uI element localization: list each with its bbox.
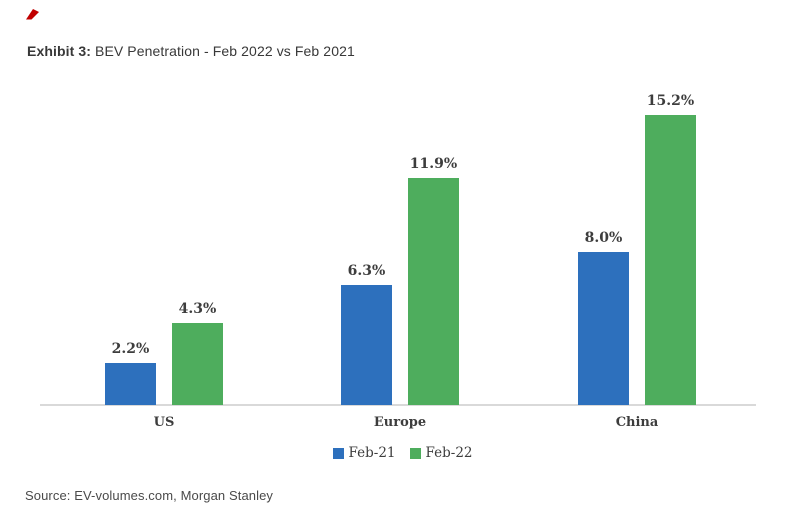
legend: Feb-21 Feb-22 [0, 445, 789, 461]
legend-swatch-feb-21-icon [332, 447, 344, 459]
category-label-europe: Europe [373, 415, 427, 430]
exhibit-label: Exhibit 3: [27, 43, 92, 59]
chart-title: Exhibit 3: BEV Penetration - Feb 2022 vs… [27, 43, 355, 59]
bar-value-label-feb-22-europe: 11.9% [409, 156, 458, 172]
bar-value-label-feb-22-china: 15.2% [646, 93, 695, 109]
bar-feb-21-china [578, 252, 629, 405]
legend-item-feb-22: Feb-22 [409, 445, 473, 461]
legend-label-feb-21: Feb-21 [348, 445, 396, 461]
legend-item-feb-21: Feb-21 [332, 445, 396, 461]
bar-value-label-feb-21-china: 8.0% [584, 230, 623, 246]
bar-feb-21-europe [341, 285, 392, 405]
bar-value-label-feb-21-europe: 6.3% [347, 263, 386, 279]
legend-label-feb-22: Feb-22 [425, 445, 473, 461]
bar-feb-22-europe [408, 178, 459, 405]
bar-value-label-feb-22-us: 4.3% [178, 301, 217, 317]
category-label-us: US [153, 415, 175, 430]
red-corner-mark-icon [26, 9, 39, 20]
bar-feb-22-us [172, 323, 223, 405]
source-note: Source: EV-volumes.com, Morgan Stanley [25, 488, 274, 503]
legend-row: Feb-21 Feb-22 [332, 445, 473, 461]
x-axis-line [40, 404, 756, 406]
bar-value-label-feb-21-us: 2.2% [111, 341, 150, 357]
chart-title-text: BEV Penetration - Feb 2022 vs Feb 2021 [91, 43, 355, 59]
bar-feb-22-china [645, 115, 696, 405]
category-label-china: China [615, 415, 659, 430]
legend-swatch-feb-22-icon [409, 447, 421, 459]
bar-feb-21-us [105, 363, 156, 405]
